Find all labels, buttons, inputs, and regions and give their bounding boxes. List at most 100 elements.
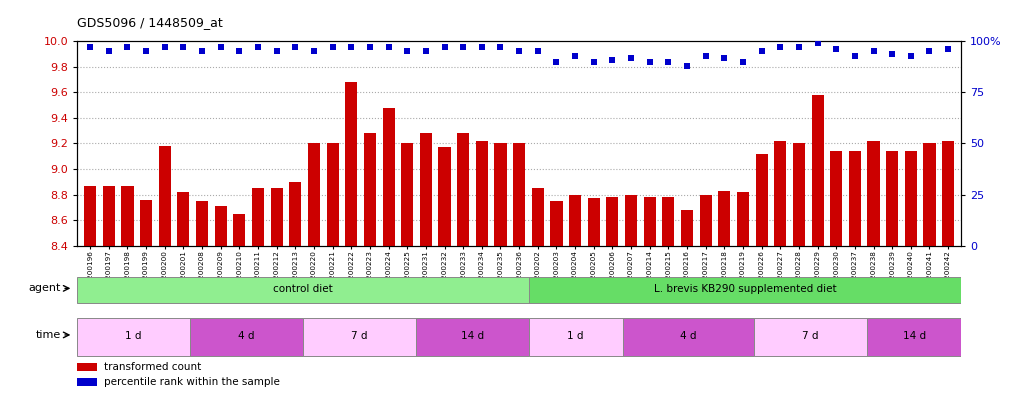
- Point: [772, 44, 788, 51]
- Bar: [121, 185, 134, 246]
- Bar: [681, 210, 693, 246]
- Text: percentile rank within the sample: percentile rank within the sample: [104, 377, 280, 387]
- Bar: [831, 151, 842, 246]
- Bar: [737, 192, 749, 246]
- Bar: [756, 154, 768, 246]
- Bar: [215, 206, 227, 246]
- Bar: [77, 378, 97, 386]
- Point: [343, 44, 360, 51]
- Bar: [662, 197, 674, 246]
- Bar: [190, 318, 303, 356]
- Point: [529, 48, 546, 55]
- Bar: [308, 143, 320, 246]
- Point: [250, 44, 266, 51]
- Text: transformed count: transformed count: [104, 362, 201, 372]
- Bar: [233, 214, 246, 246]
- Text: 4 d: 4 d: [681, 331, 697, 341]
- Bar: [528, 277, 961, 303]
- Text: 1 d: 1 d: [125, 331, 142, 341]
- Point: [791, 44, 807, 51]
- Bar: [196, 201, 208, 246]
- Bar: [868, 141, 880, 246]
- Point: [623, 55, 639, 61]
- Bar: [303, 318, 415, 356]
- Point: [809, 40, 825, 46]
- Point: [866, 48, 882, 55]
- Text: control diet: control diet: [273, 284, 333, 294]
- Bar: [252, 188, 264, 246]
- Point: [380, 44, 397, 51]
- Text: 7 d: 7 d: [351, 331, 367, 341]
- Point: [492, 44, 509, 51]
- Bar: [178, 192, 189, 246]
- Bar: [905, 151, 917, 246]
- Point: [660, 59, 676, 65]
- Point: [436, 44, 452, 51]
- Point: [940, 46, 956, 53]
- Text: time: time: [35, 330, 61, 340]
- Bar: [528, 318, 623, 356]
- Point: [511, 48, 527, 55]
- Bar: [811, 95, 823, 246]
- Point: [268, 48, 285, 55]
- Point: [138, 48, 154, 55]
- Text: GDS5096 / 1448509_at: GDS5096 / 1448509_at: [77, 16, 223, 29]
- Bar: [140, 200, 152, 246]
- Point: [697, 52, 713, 59]
- Bar: [327, 143, 338, 246]
- Point: [847, 52, 864, 59]
- Bar: [868, 318, 961, 356]
- Point: [175, 44, 191, 51]
- Point: [921, 48, 938, 55]
- Point: [119, 44, 136, 51]
- Bar: [77, 277, 528, 303]
- Bar: [382, 108, 395, 246]
- Bar: [886, 151, 898, 246]
- Bar: [774, 141, 786, 246]
- Text: 14 d: 14 d: [903, 331, 926, 341]
- Bar: [942, 141, 954, 246]
- Text: L. brevis KB290 supplemented diet: L. brevis KB290 supplemented diet: [654, 284, 836, 294]
- Point: [362, 44, 378, 51]
- Point: [305, 48, 322, 55]
- Point: [101, 48, 117, 55]
- Bar: [625, 195, 637, 246]
- Bar: [103, 185, 115, 246]
- Bar: [270, 188, 283, 246]
- Bar: [755, 318, 868, 356]
- Bar: [158, 146, 171, 246]
- Bar: [700, 195, 711, 246]
- Bar: [623, 318, 755, 356]
- Point: [194, 48, 211, 55]
- Bar: [439, 147, 450, 246]
- Point: [604, 57, 621, 63]
- Bar: [719, 191, 730, 246]
- Bar: [570, 195, 581, 246]
- Bar: [550, 201, 562, 246]
- Point: [735, 59, 751, 65]
- Point: [287, 44, 303, 51]
- Bar: [923, 143, 935, 246]
- Point: [213, 44, 229, 51]
- Point: [678, 62, 695, 69]
- Bar: [289, 182, 301, 246]
- Point: [325, 44, 341, 51]
- Bar: [77, 318, 190, 356]
- Point: [231, 48, 248, 55]
- Point: [455, 44, 472, 51]
- Bar: [513, 143, 525, 246]
- Bar: [419, 133, 432, 246]
- Point: [566, 52, 583, 59]
- Text: agent: agent: [29, 283, 61, 293]
- Text: 7 d: 7 d: [803, 331, 819, 341]
- Point: [399, 48, 415, 55]
- Bar: [644, 197, 656, 246]
- Bar: [476, 141, 488, 246]
- Bar: [415, 318, 528, 356]
- Bar: [607, 197, 619, 246]
- Point: [82, 44, 99, 51]
- Point: [156, 44, 173, 51]
- Bar: [345, 82, 358, 246]
- Bar: [531, 188, 544, 246]
- Bar: [849, 151, 860, 246]
